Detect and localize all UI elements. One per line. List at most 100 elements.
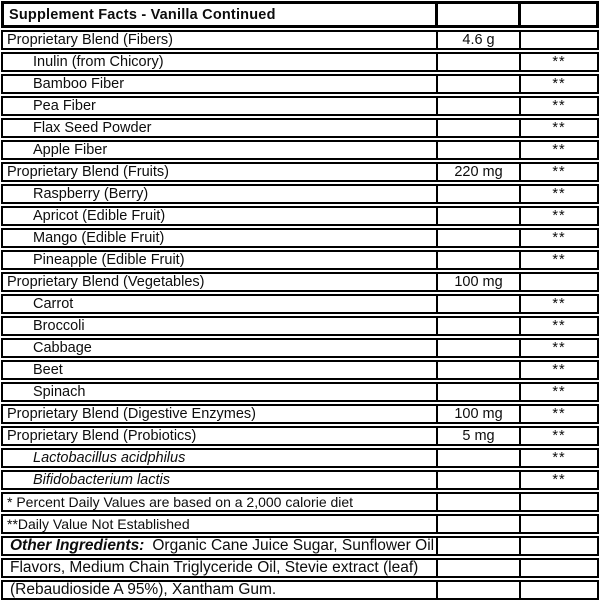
ingredient-name-cell: Proprietary Blend (Fibers)	[3, 32, 436, 48]
other-ingredients-label: Other Ingredients:	[10, 538, 145, 554]
amount-cell	[436, 230, 519, 246]
ingredient-name-cell: Beet	[3, 362, 436, 378]
table-row: Proprietary Blend (Fibers) 4.6 g	[1, 30, 599, 50]
amount-cell	[436, 208, 519, 224]
ingredient-name-text: Inulin (from Chicory)	[33, 54, 164, 70]
ingredient-name-cell: **Daily Value Not Established	[3, 516, 436, 532]
ingredient-name-cell: Proprietary Blend (Vegetables)	[3, 274, 436, 290]
ingredient-name-text: Proprietary Blend (Digestive Enzymes)	[7, 406, 257, 422]
table-row: Spinach **	[1, 382, 599, 402]
header-dv-cell	[518, 4, 596, 25]
dv-cell	[519, 560, 597, 576]
ingredient-name-cell: Bamboo Fiber	[3, 76, 436, 92]
ingredient-name-cell: Flavors, Medium Chain Triglyceride Oil, …	[3, 560, 436, 576]
dv-cell: **	[519, 384, 597, 400]
table-row: Apricot (Edible Fruit) **	[1, 206, 599, 226]
ingredient-name-text: Lactobacillus acidphilus	[33, 450, 186, 466]
dv-cell: **	[519, 296, 597, 312]
ingredient-name-cell: Proprietary Blend (Digestive Enzymes)	[3, 406, 436, 422]
ingredient-name-cell: * Percent Daily Values are based on a 2,…	[3, 494, 436, 510]
amount-cell: 100 mg	[436, 274, 519, 290]
ingredient-name-cell: Apple Fiber	[3, 142, 436, 158]
amount-cell	[436, 186, 519, 202]
table-row: Cabbage **	[1, 338, 599, 358]
ingredient-name-text: Raspberry (Berry)	[33, 186, 149, 202]
ingredient-name-cell: Proprietary Blend (Fruits)	[3, 164, 436, 180]
ingredient-name-cell: Proprietary Blend (Probiotics)	[3, 428, 436, 444]
table-row: Carrot **	[1, 294, 599, 314]
table-row: Lactobacillus acidphilus **	[1, 448, 599, 468]
ingredient-name-text: Proprietary Blend (Vegetables)	[7, 274, 205, 290]
header-amount-cell	[435, 4, 518, 25]
ingredient-name-text: Broccoli	[33, 318, 85, 334]
ingredient-name-text: Carrot	[33, 296, 74, 312]
amount-cell	[436, 516, 519, 532]
ingredient-name-text: Pineapple (Edible Fruit)	[33, 252, 185, 268]
ingredient-name-text: Apricot (Edible Fruit)	[33, 208, 166, 224]
amount-cell	[436, 494, 519, 510]
ingredient-name-text: Bifidobacterium lactis	[33, 472, 170, 488]
ingredient-name-text: Beet	[33, 362, 63, 378]
amount-cell: 5 mg	[436, 428, 519, 444]
dv-cell	[519, 32, 597, 48]
ingredient-name-text: **Daily Value Not Established	[7, 516, 190, 532]
amount-cell	[436, 450, 519, 466]
ingredient-name-text: * Percent Daily Values are based on a 2,…	[7, 494, 354, 510]
ingredient-name-text: (Rebaudioside A 95%), Xantham Gum.	[10, 582, 277, 598]
table-row: Proprietary Blend (Probiotics) 5 mg **	[1, 426, 599, 446]
ingredient-name-text: Proprietary Blend (Fibers)	[7, 32, 173, 48]
table-row: Other Ingredients: Organic Cane Juice Sug…	[1, 536, 599, 556]
dv-cell: **	[519, 340, 597, 356]
dv-cell: **	[519, 120, 597, 136]
amount-cell	[436, 340, 519, 356]
dv-cell	[519, 538, 597, 554]
ingredient-name-text: Bamboo Fiber	[33, 76, 125, 92]
ingredient-name-cell: Other Ingredients: Organic Cane Juice Sug…	[3, 538, 436, 554]
ingredient-name-cell: Apricot (Edible Fruit)	[3, 208, 436, 224]
amount-cell: 220 mg	[436, 164, 519, 180]
ingredient-name-text: Cabbage	[33, 340, 92, 356]
dv-cell: **	[519, 186, 597, 202]
ingredient-name-text: Flax Seed Powder	[33, 120, 152, 136]
dv-cell: **	[519, 208, 597, 224]
amount-cell: 100 mg	[436, 406, 519, 422]
table-row: Bamboo Fiber **	[1, 74, 599, 94]
ingredient-name-text: Spinach	[33, 384, 86, 400]
ingredient-name-text: Pea Fiber	[33, 98, 96, 114]
dv-cell: **	[519, 142, 597, 158]
ingredient-name-cell: Spinach	[3, 384, 436, 400]
amount-cell	[436, 120, 519, 136]
table-row: * Percent Daily Values are based on a 2,…	[1, 492, 599, 512]
dv-cell: **	[519, 230, 597, 246]
table-header-row: Supplement Facts - Vanilla Continued	[1, 1, 599, 28]
dv-cell: **	[519, 318, 597, 334]
amount-cell	[436, 252, 519, 268]
table-row: **Daily Value Not Established	[1, 514, 599, 534]
table-row: Flavors, Medium Chain Triglyceride Oil, …	[1, 558, 599, 578]
ingredient-name-cell: Raspberry (Berry)	[3, 186, 436, 202]
table-row: Proprietary Blend (Digestive Enzymes) 100…	[1, 404, 599, 424]
table-row: Raspberry (Berry) **	[1, 184, 599, 204]
dv-cell: **	[519, 54, 597, 70]
table-row: Proprietary Blend (Vegetables) 100 mg	[1, 272, 599, 292]
ingredient-name-cell: (Rebaudioside A 95%), Xantham Gum.	[3, 582, 436, 598]
ingredient-name-cell: Pineapple (Edible Fruit)	[3, 252, 436, 268]
dv-cell	[519, 494, 597, 510]
table-title: Supplement Facts - Vanilla Continued	[9, 6, 276, 23]
table-row: (Rebaudioside A 95%), Xantham Gum.	[1, 580, 599, 600]
table-row: Bifidobacterium lactis **	[1, 470, 599, 490]
ingredient-name-cell: Carrot	[3, 296, 436, 312]
amount-cell	[436, 142, 519, 158]
ingredient-name-cell: Flax Seed Powder	[3, 120, 436, 136]
table-row: Pineapple (Edible Fruit) **	[1, 250, 599, 270]
dv-cell: **	[519, 406, 597, 422]
table-row: Mango (Edible Fruit) **	[1, 228, 599, 248]
table-row: Proprietary Blend (Fruits) 220 mg **	[1, 162, 599, 182]
amount-cell	[436, 54, 519, 70]
table-row: Beet **	[1, 360, 599, 380]
dv-cell: **	[519, 362, 597, 378]
dv-cell	[519, 274, 597, 290]
dv-cell	[519, 516, 597, 532]
ingredient-name-text: Mango (Edible Fruit)	[33, 230, 165, 246]
ingredient-name-cell: Bifidobacterium lactis	[3, 472, 436, 488]
